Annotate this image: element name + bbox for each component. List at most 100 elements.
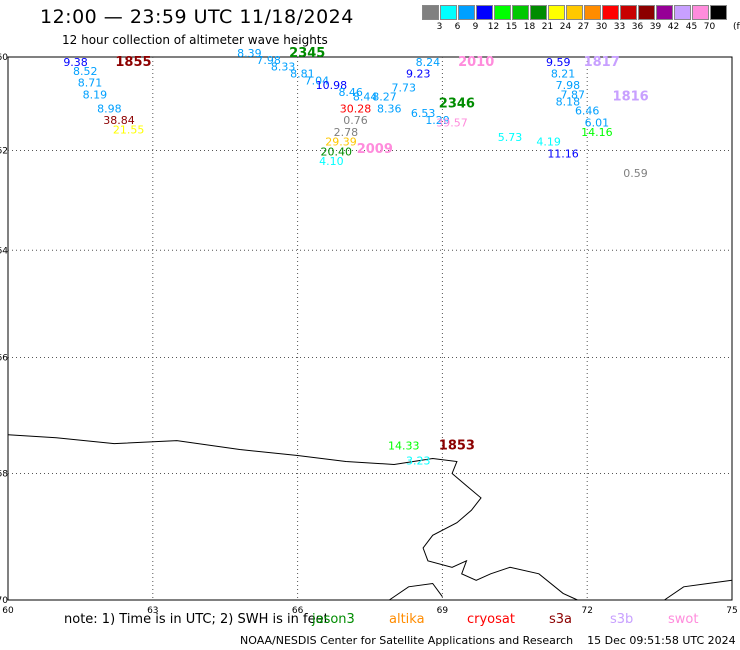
scale-label: 21 (541, 22, 554, 32)
pass-time-label: 2345 (289, 46, 325, 61)
scale-swatch (638, 5, 655, 20)
wave-height-value: 10.98 (316, 79, 348, 92)
scale-label: 24 (559, 22, 572, 32)
pass-time-label: 1853 (439, 439, 475, 454)
scale-label: 42 (667, 22, 680, 32)
wave-height-value: 11.16 (547, 148, 579, 161)
scale-swatch (566, 5, 583, 20)
wave-height-value: 38.84 (103, 114, 135, 127)
wave-height-value: 3.23 (406, 454, 431, 467)
wave-height-value: 8.39 (237, 47, 262, 60)
wave-height-value: 7.98 (556, 79, 581, 92)
wave-height-value: 8.21 (551, 68, 576, 81)
lat-label: -62 (0, 146, 8, 156)
scale-label: 6 (454, 22, 461, 32)
scale-swatch (512, 5, 529, 20)
footer-credit-text: NOAA/NESDIS Center for Satellite Applica… (240, 634, 574, 647)
lon-label: 66 (292, 606, 304, 616)
scale-swatch (584, 5, 601, 20)
pass-time-label: 1855 (115, 55, 151, 70)
wave-height-value: 9.59 (546, 56, 571, 69)
scale-label: 27 (577, 22, 590, 32)
wave-height-value: 4.19 (536, 136, 561, 149)
scale-label: 18 (523, 22, 536, 32)
satellite-legend-s3b: s3b (610, 612, 634, 627)
wave-height-value: 8.36 (377, 102, 402, 115)
scale-swatch (530, 5, 547, 20)
wave-height-value: 20.40 (320, 145, 352, 158)
scale-swatch (674, 5, 691, 20)
lon-label: 72 (581, 606, 592, 616)
wave-height-value: 6.01 (585, 117, 610, 130)
lon-label: 60 (2, 606, 14, 616)
scale-swatch (602, 5, 619, 20)
wave-height-value: 8.71 (78, 77, 103, 90)
wave-height-value: 6.46 (575, 105, 600, 118)
lon-label: 63 (147, 606, 158, 616)
wave-height-value: 14.33 (388, 440, 420, 453)
scale-label: 33 (613, 22, 626, 32)
lon-label: 69 (437, 606, 449, 616)
satellite-legend-s3a: s3a (549, 612, 573, 627)
scale-label: 36 (631, 22, 644, 32)
lat-label: -68 (0, 470, 8, 480)
scale-swatch (656, 5, 673, 20)
wave-height-value: 7.87 (560, 88, 585, 101)
wave-height-value: 9.23 (406, 68, 431, 81)
footer-credit: NOAA/NESDIS Center for Satellite Applica… (240, 634, 736, 647)
wave-height-value: 39.57 (436, 117, 468, 130)
wave-height-value: 8.24 (416, 56, 441, 69)
satellite-legend-altika: altika (389, 612, 425, 627)
lon-label: 75 (726, 606, 737, 616)
wave-height-value: 8.27 (372, 91, 397, 104)
wave-height-value: 8.52 (73, 65, 98, 78)
coastline (7, 434, 578, 601)
scale-swatch (422, 5, 439, 20)
scale-swatch (458, 5, 475, 20)
wave-height-value: 21.55 (113, 124, 145, 137)
coastline-amery (389, 582, 443, 601)
wave-height-value: 7.04 (305, 74, 330, 87)
satellite-legend-cryosat: cryosat (467, 612, 515, 627)
wave-height-value: 8.44 (353, 91, 378, 104)
wave-height-value: 2.78 (334, 126, 359, 139)
scale-swatch (692, 5, 709, 20)
scale-swatch (440, 5, 457, 20)
wave-height-value: 0.59 (623, 167, 648, 180)
wave-height-value: 30.28 (340, 102, 372, 115)
wave-height-value: 6.53 (411, 107, 436, 120)
scale-label: 39 (649, 22, 662, 32)
wave-height-value: 8.98 (97, 102, 122, 115)
lat-label: -60 (0, 53, 8, 63)
scale-unit: (ft) (733, 22, 740, 32)
coastline-east (664, 579, 733, 601)
wave-height-value: 1.29 (425, 114, 450, 127)
map-subtitle: 12 hour collection of altimeter wave hei… (62, 33, 328, 47)
map-frame (7, 56, 733, 601)
pass-time-label: 2010 (458, 55, 494, 70)
lat-label: -70 (0, 596, 8, 606)
footer-timestamp: 15 Dec 09:51:58 UTC 2024 (587, 634, 736, 647)
scale-label: 45 (685, 22, 698, 32)
wave-height-value: 0.76 (343, 114, 368, 127)
wave-height-value: 8.46 (338, 86, 363, 99)
scale-swatch (476, 5, 493, 20)
pass-time-label: 2346 (439, 97, 475, 112)
scale-label: 70 (703, 22, 716, 32)
wave-height-value: 5.73 (498, 131, 523, 144)
wave-height-value: 7.98 (256, 54, 281, 67)
pass-time-label: 1816 (613, 90, 649, 105)
wave-height-value: 9.38 (63, 56, 88, 69)
wave-height-value: 14.16 (581, 126, 613, 139)
satellite-legend-jason3: jason3 (312, 612, 355, 627)
wave-height-value: 8.18 (556, 95, 581, 108)
wave-height-value: 29.39 (325, 136, 357, 149)
scale-swatch (494, 5, 511, 20)
lat-label: -66 (0, 354, 8, 364)
scale-label: 12 (487, 22, 500, 32)
scale-swatch (548, 5, 565, 20)
satellite-legend-swot: swot (668, 612, 699, 627)
lat-label: -64 (0, 246, 8, 256)
note-text: note: 1) Time is in UTC; 2) SWH is in fe… (64, 612, 329, 627)
